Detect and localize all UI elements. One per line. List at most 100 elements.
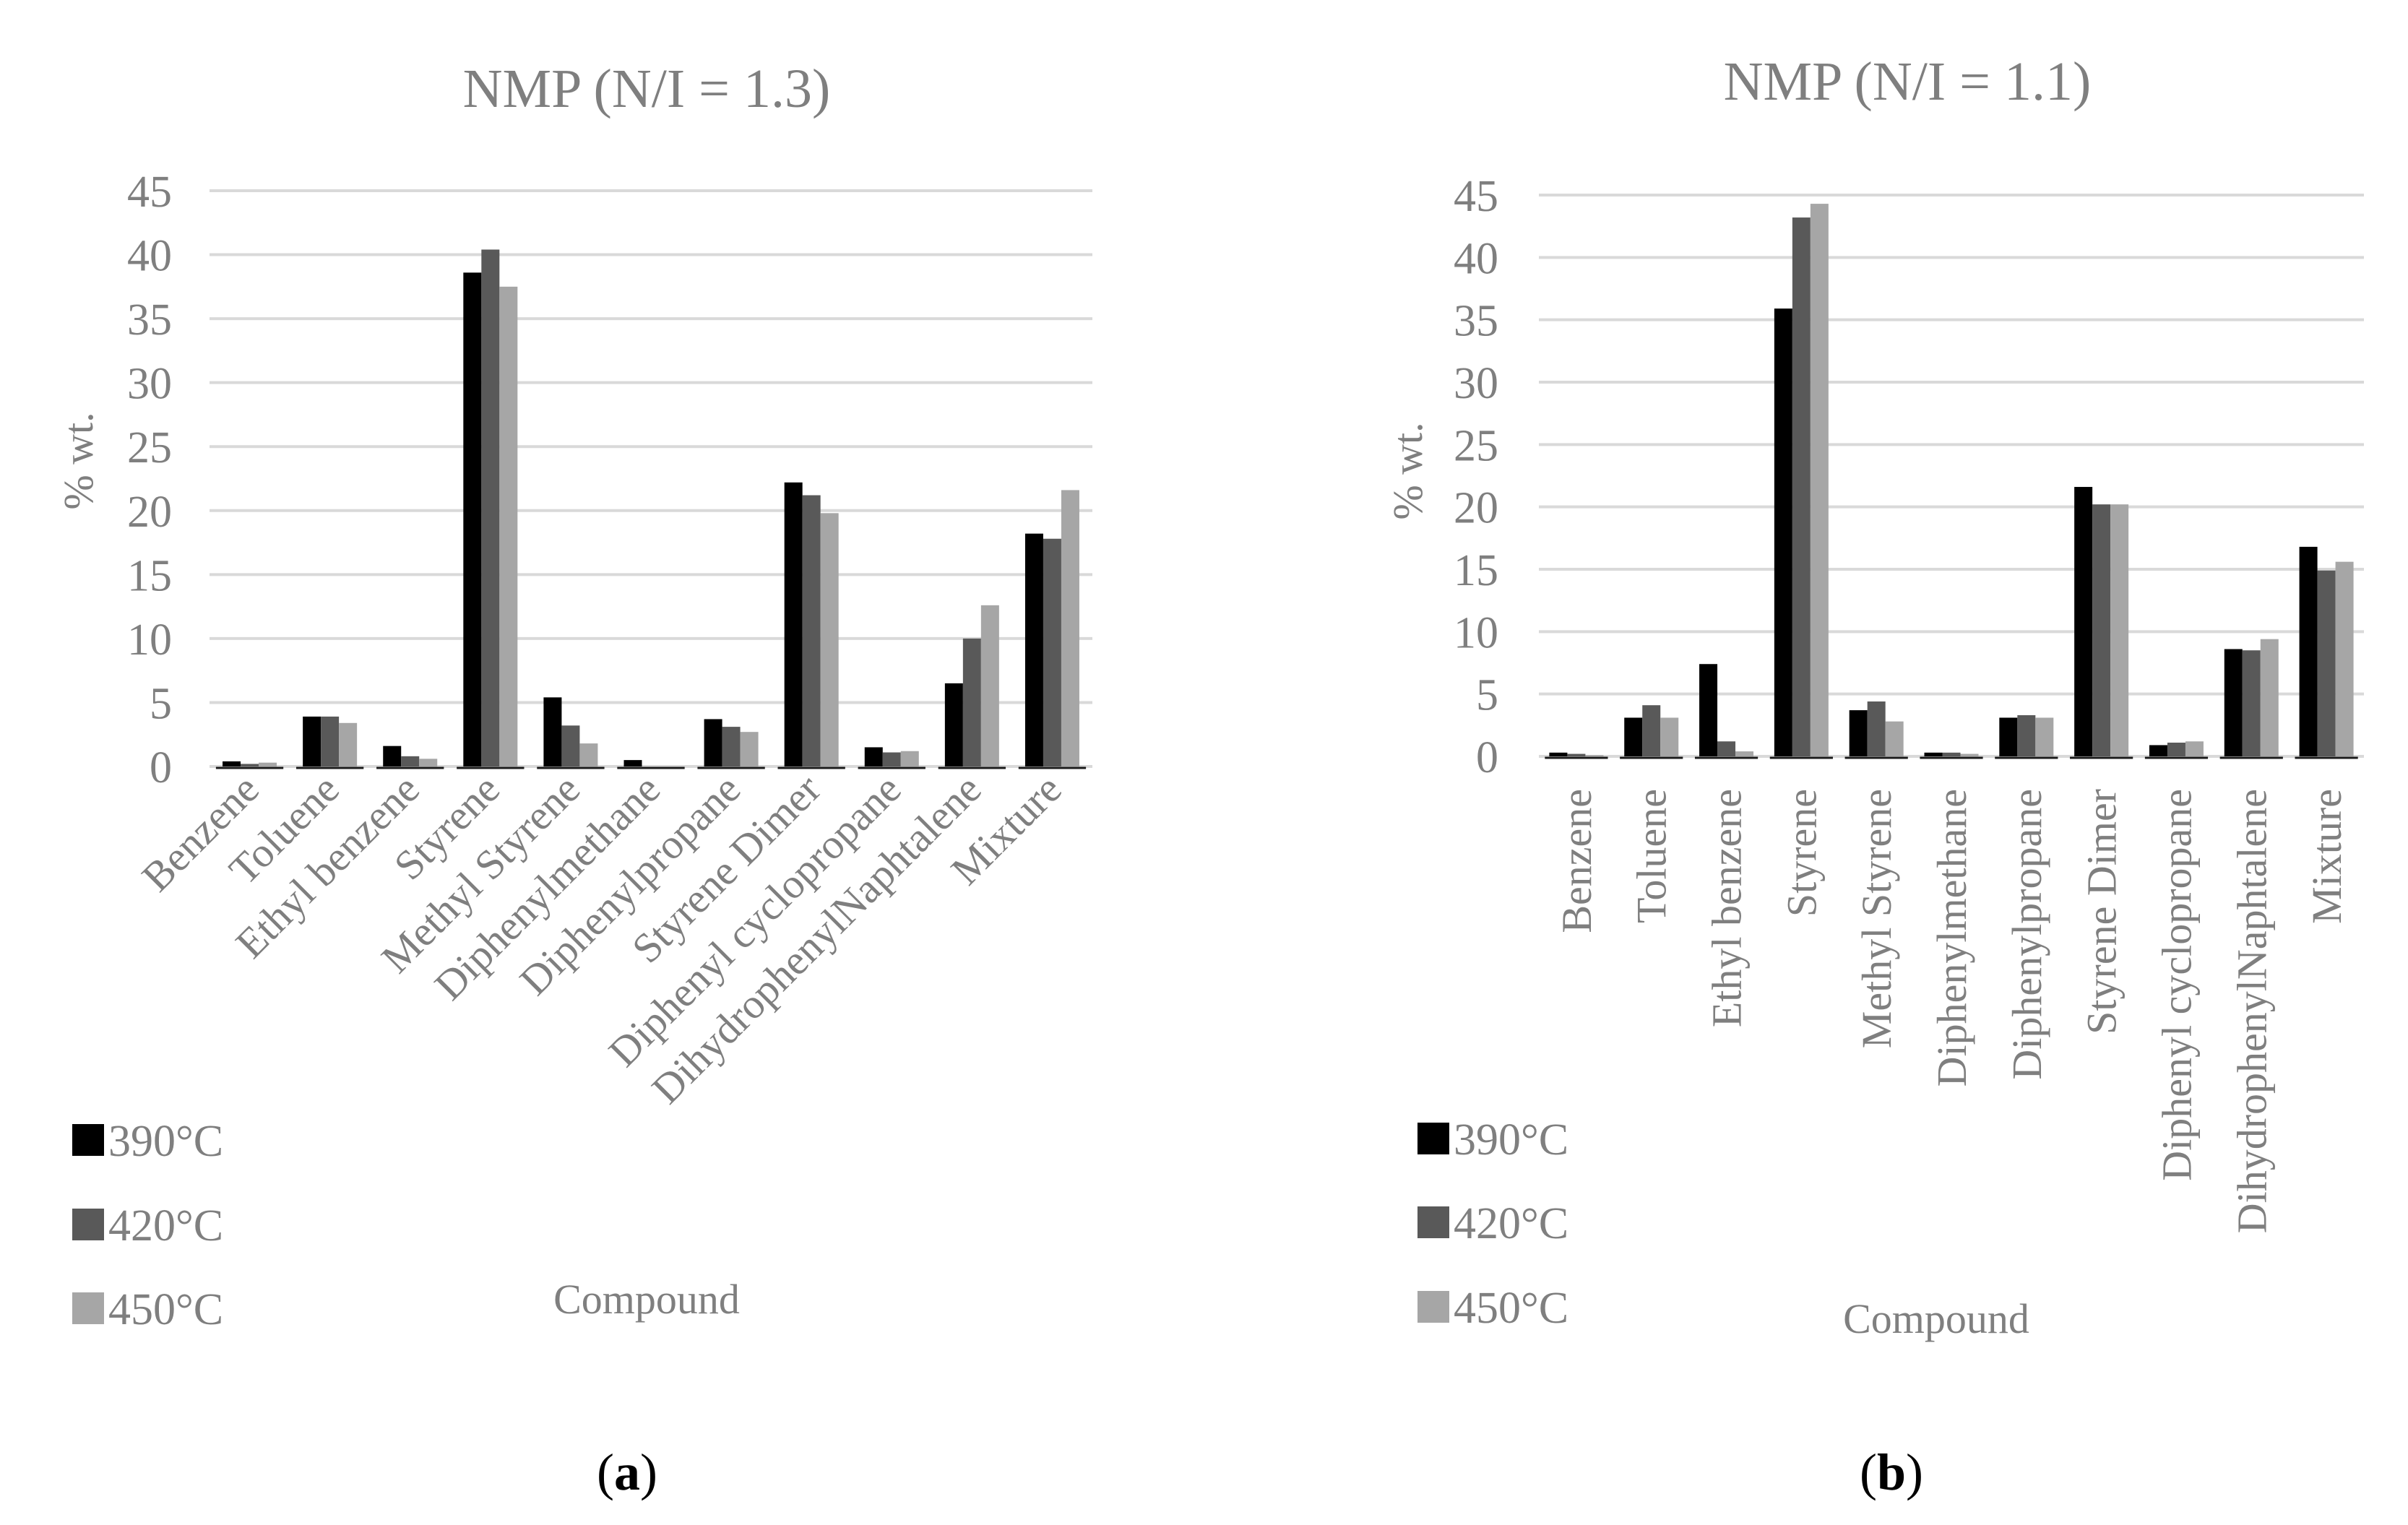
bar-390-methyl-styrene [543, 697, 562, 766]
legend-a-swatch-450 [72, 1292, 104, 1324]
y-tick-label: 30 [1454, 359, 1498, 408]
bar-450-toluene [1660, 717, 1679, 756]
bar-450-ethyl-benzene [1735, 751, 1754, 756]
legend-a-label-450: 450°C [108, 1285, 223, 1334]
y-tick-label: 35 [127, 295, 172, 345]
chart-b-legend: 390°C 420°C 450°C [1417, 1115, 1568, 1333]
chart-panel-b: NMP (N/I = 1.1) 0 5 10 15 20 25 30 35 40 45 % wt.… [1384, 51, 2364, 1501]
category-label: Methyl Styrene [1853, 789, 1900, 1048]
y-tick-label: 10 [127, 615, 172, 665]
category-label: Diphenyl cyclopropane [2153, 789, 2200, 1181]
chart-b-bars [1545, 204, 2358, 759]
panel-b-label: (b) [1860, 1443, 1923, 1501]
chart-a-gridlines [210, 189, 1092, 768]
chart-a-legend: 390°C 420°C 450°C [72, 1117, 223, 1334]
bar-390-styrene-dimer [2074, 487, 2093, 756]
panel-b-letter: b [1877, 1443, 1906, 1501]
y-tick-label: 10 [1454, 608, 1498, 657]
chart-b-y-axis-title: % wt. [1384, 422, 1431, 519]
bar-420-benzene [241, 764, 259, 766]
category-label: Diphenylmethane [1928, 789, 1975, 1086]
bar-420-benzene [1567, 753, 1586, 756]
bar-450-dihydrophenylnaphtalene [980, 605, 999, 766]
bar-450-methyl-styrene [579, 743, 598, 766]
category-label: DihydrophenylNaphtalene [2228, 789, 2275, 1233]
bar-450-diphenyl-cyclopropane [900, 751, 919, 766]
bar-450-benzene [259, 762, 277, 766]
legend-b-swatch-420 [1417, 1206, 1449, 1238]
bar-450-diphenylpropane [2035, 717, 2054, 756]
bar-390-diphenylmethane [1924, 752, 1943, 756]
bar-420-diphenylpropane [722, 727, 741, 766]
bar-420-styrene [481, 249, 500, 767]
bar-390-ethyl-benzene [383, 746, 402, 766]
bar-390-dihydrophenylnaphtalene [944, 683, 963, 766]
chart-a-title: NMP (N/I = 1.3) [463, 59, 831, 119]
bar-450-methyl-styrene [1885, 721, 1904, 756]
y-tick-label: 20 [1454, 484, 1498, 533]
bar-450-toluene [339, 722, 358, 766]
bar-390-diphenyl-cyclopropane [2149, 745, 2167, 756]
bar-390-ethyl-benzene [1699, 664, 1718, 756]
legend-a-label-390: 390°C [108, 1117, 223, 1166]
bar-390-mixture [2299, 546, 2318, 756]
bar-420-dihydrophenylnaphtalene [962, 638, 981, 766]
chart-b-y-ticks: 0 5 10 15 20 25 30 35 40 45 [1454, 172, 1498, 782]
bar-450-mixture [1061, 490, 1079, 766]
bar-420-methyl-styrene [561, 725, 580, 766]
panel-a-label: (a) [597, 1443, 657, 1501]
y-tick-label: 25 [1454, 421, 1498, 470]
bar-420-styrene-dimer [802, 495, 821, 766]
chart-b-category-labels: Benzene Toluene Ethyl benzene Styrene Methyl… [1553, 789, 2350, 1233]
bar-390-styrene [1774, 308, 1792, 756]
y-tick-label: 5 [1476, 671, 1498, 720]
chart-b-gridlines [1539, 194, 2364, 758]
bar-450-mixture [2335, 561, 2354, 756]
y-tick-label: 0 [150, 743, 172, 792]
bar-420-mixture [1043, 538, 1061, 766]
legend-b-swatch-450 [1417, 1291, 1449, 1323]
bar-450-benzene [1585, 755, 1604, 756]
chart-a-bars [215, 249, 1087, 769]
bar-390-methyl-styrene [1849, 710, 1868, 756]
bar-450-styrene [1810, 204, 1829, 756]
category-label: Diphenylpropane [2003, 789, 2050, 1080]
bar-450-dihydrophenylnaphtalene [2260, 639, 2279, 756]
bar-390-styrene-dimer [784, 482, 803, 766]
y-tick-label: 40 [127, 232, 172, 281]
bar-420-toluene [1642, 705, 1661, 756]
bar-420-ethyl-benzene [1717, 741, 1736, 756]
bar-390-diphenyl-cyclopropane [864, 747, 883, 766]
category-label: Mixture [2303, 789, 2350, 924]
y-tick-label: 30 [127, 360, 172, 409]
bar-420-diphenylpropane [2017, 715, 2036, 756]
y-tick-label: 45 [127, 168, 172, 217]
bar-450-diphenylmethane [1960, 753, 1979, 756]
legend-a-label-420: 420°C [108, 1201, 223, 1250]
legend-b-swatch-390 [1417, 1123, 1449, 1154]
y-tick-label: 15 [1454, 546, 1498, 595]
bar-390-diphenylpropane [704, 719, 722, 766]
legend-a-swatch-390 [72, 1124, 104, 1156]
bar-420-styrene [1792, 217, 1811, 757]
bar-450-styrene [499, 286, 518, 766]
bar-390-mixture [1024, 533, 1043, 766]
svg-text:(a): (a) [597, 1443, 657, 1501]
legend-a-swatch-420 [72, 1209, 104, 1240]
chart-a-x-axis-title: Compound [553, 1276, 740, 1323]
chart-a-y-ticks: 0 5 10 15 20 25 30 35 40 45 [127, 168, 172, 792]
legend-b-label-450: 450°C [1454, 1284, 1568, 1333]
chart-b-title: NMP (N/I = 1.1) [1724, 51, 2092, 112]
category-label: Benzene [1553, 789, 1600, 933]
chart-panel-a: NMP (N/I = 1.3) 0 5 10 15 20 25 30 35 40 45 % wt.… [55, 59, 1092, 1501]
category-label: Styrene Dimer [2079, 789, 2126, 1034]
bar-420-toluene [321, 716, 340, 766]
bar-420-dihydrophenylnaphtalene [2242, 650, 2261, 756]
y-tick-label: 25 [127, 423, 172, 472]
bar-450-styrene-dimer [2110, 504, 2129, 756]
legend-b-label-420: 420°C [1454, 1199, 1568, 1248]
bar-450-diphenylpropane [740, 732, 759, 766]
chart-a-y-axis-title: % wt. [55, 412, 102, 509]
